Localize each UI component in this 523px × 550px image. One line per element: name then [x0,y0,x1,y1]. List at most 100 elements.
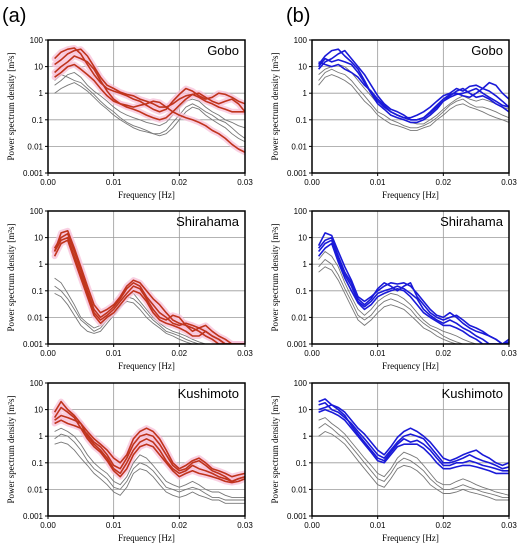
y-tick-label: 0.001 [23,169,44,178]
x-tick-label: 0.01 [106,349,122,358]
plot-frame [47,210,246,345]
highlight-series-line [54,414,245,483]
highlight-series-line [54,47,245,113]
y-tick-label: 0.001 [287,169,308,178]
reference-series-line [318,422,509,498]
x-axis-label: Frequency [Hz] [118,190,175,200]
y-axis-label: Power spectrum density [m²s] [6,224,16,332]
y-tick-label: 1 [39,432,44,441]
x-axis-label: Frequency [Hz] [118,361,175,371]
x-axis-label: Frequency [Hz] [382,533,439,543]
reference-series-line [54,427,245,498]
y-tick-label: 10 [298,63,307,72]
y-tick-label: 100 [294,36,308,45]
y-axis-label: Power spectrum density [m²s] [270,396,280,504]
x-tick-label: 0.02 [436,349,452,358]
chart-grid: 0.00 0.01 0.02 0.030.0010.010.1110100GoboFr… [6,36,517,543]
highlight-series-line [54,419,245,484]
plot-frame [47,382,246,517]
highlight-series-line [53,239,245,344]
station-title: Kushimoto [178,386,239,401]
highlight-series-line [318,398,509,467]
y-tick-label: 1 [303,89,308,98]
station-title: Gobo [471,43,503,58]
plot-frame [311,382,510,517]
y-tick-label: 1 [39,89,44,98]
x-tick-label: 0.01 [370,349,386,358]
psd-chart-b-1: 0.00 0.01 0.02 0.03 0.001 0.01 0.1 1 10 100 Shirah… [270,207,517,371]
reference-series-line [54,285,245,344]
y-tick-label: 0.01 [291,313,307,322]
plot-frame [47,39,246,174]
x-axis-label: Frequency [Hz] [382,190,439,200]
x-tick-label: 0.03 [501,521,517,530]
y-axis-label: Power spectrum density [m²s] [6,396,16,504]
x-tick-label: 0.02 [436,178,452,187]
x-tick-label: 0.01 [106,178,122,187]
highlight-series-line [318,408,509,475]
y-tick-label: 1 [303,432,308,441]
x-tick-label: 0.01 [370,178,386,187]
highlight-series-line [317,236,509,344]
y-tick-label: 0.1 [296,287,308,296]
highlight-series-line [53,230,245,344]
series-group [51,398,245,504]
reference-series-line [318,258,509,344]
series-group [317,232,509,344]
y-tick-label: 0.1 [32,287,44,296]
x-axis-label: Frequency [Hz] [382,361,439,371]
series-group [51,45,245,156]
y-axis-label: Power spectrum density [m²s] [270,53,280,161]
panel-label-a: (a) [2,5,26,27]
x-tick-label: 0.03 [501,178,517,187]
x-tick-label: 0.01 [370,521,386,530]
y-tick-label: 0.1 [32,459,44,468]
x-tick-label: 0.03 [237,349,253,358]
highlight-series-line [318,401,509,470]
x-tick-label: 0.00 [304,521,320,530]
y-tick-label: 100 [294,379,308,388]
psd-chart-a-2: 0.00 0.01 0.02 0.03 0.001 0.01 0.1 1 10 100 Kushim… [6,379,253,543]
station-title: Kushimoto [442,386,503,401]
reference-series-line [54,74,245,139]
y-tick-label: 10 [298,234,307,243]
y-tick-label: 1 [303,260,308,269]
y-tick-label: 100 [30,379,44,388]
y-tick-label: 100 [294,207,308,216]
highlight-series-line [54,55,245,121]
y-tick-label: 0.01 [27,142,43,151]
highlight-series-line [318,49,509,121]
reference-series-line [54,277,245,344]
psd-chart-b-2: 0.00 0.01 0.02 0.03 0.001 0.01 0.1 1 10 100 Kushim… [270,379,517,543]
plot-frame [311,39,510,174]
station-title: Shirahama [176,214,240,229]
reference-series-line [318,74,509,131]
y-tick-label: 0.001 [287,340,308,349]
x-tick-label: 0.02 [436,521,452,530]
y-tick-label: 10 [298,406,307,415]
reference-series-line [54,433,245,501]
y-tick-label: 0.01 [291,485,307,494]
x-tick-label: 0.03 [237,178,253,187]
highlight-series-line [317,242,509,344]
y-tick-label: 10 [34,406,43,415]
reference-series-line [318,266,509,344]
highlight-series-line [53,400,245,478]
station-title: Gobo [207,43,239,58]
psd-chart-b-0: 0.00 0.01 0.02 0.03 0.001 0.01 0.1 1 10 100 Gobo Fr… [270,36,517,200]
y-axis-label: Power spectrum density [m²s] [270,224,280,332]
y-tick-label: 0.001 [23,340,44,349]
series-group [317,48,509,131]
x-tick-label: 0.00 [40,521,56,530]
psd-chart-a-1: 0.00 0.01 0.02 0.03 0.001 0.01 0.1 1 10 100 Shirah… [6,207,253,371]
x-axis-label: Frequency [Hz] [118,533,175,543]
y-tick-label: 0.01 [27,313,43,322]
highlight-series-line [318,61,509,121]
station-title: Shirahama [440,214,504,229]
x-tick-label: 0.03 [237,521,253,530]
highlight-series-line [317,57,509,124]
y-axis-label: Power spectrum density [m²s] [6,53,16,161]
psd-chart-a-0: 0.00 0.01 0.02 0.03 0.001 0.01 0.1 1 10 100 Gobo Fr… [6,36,253,200]
series-group [51,227,245,344]
